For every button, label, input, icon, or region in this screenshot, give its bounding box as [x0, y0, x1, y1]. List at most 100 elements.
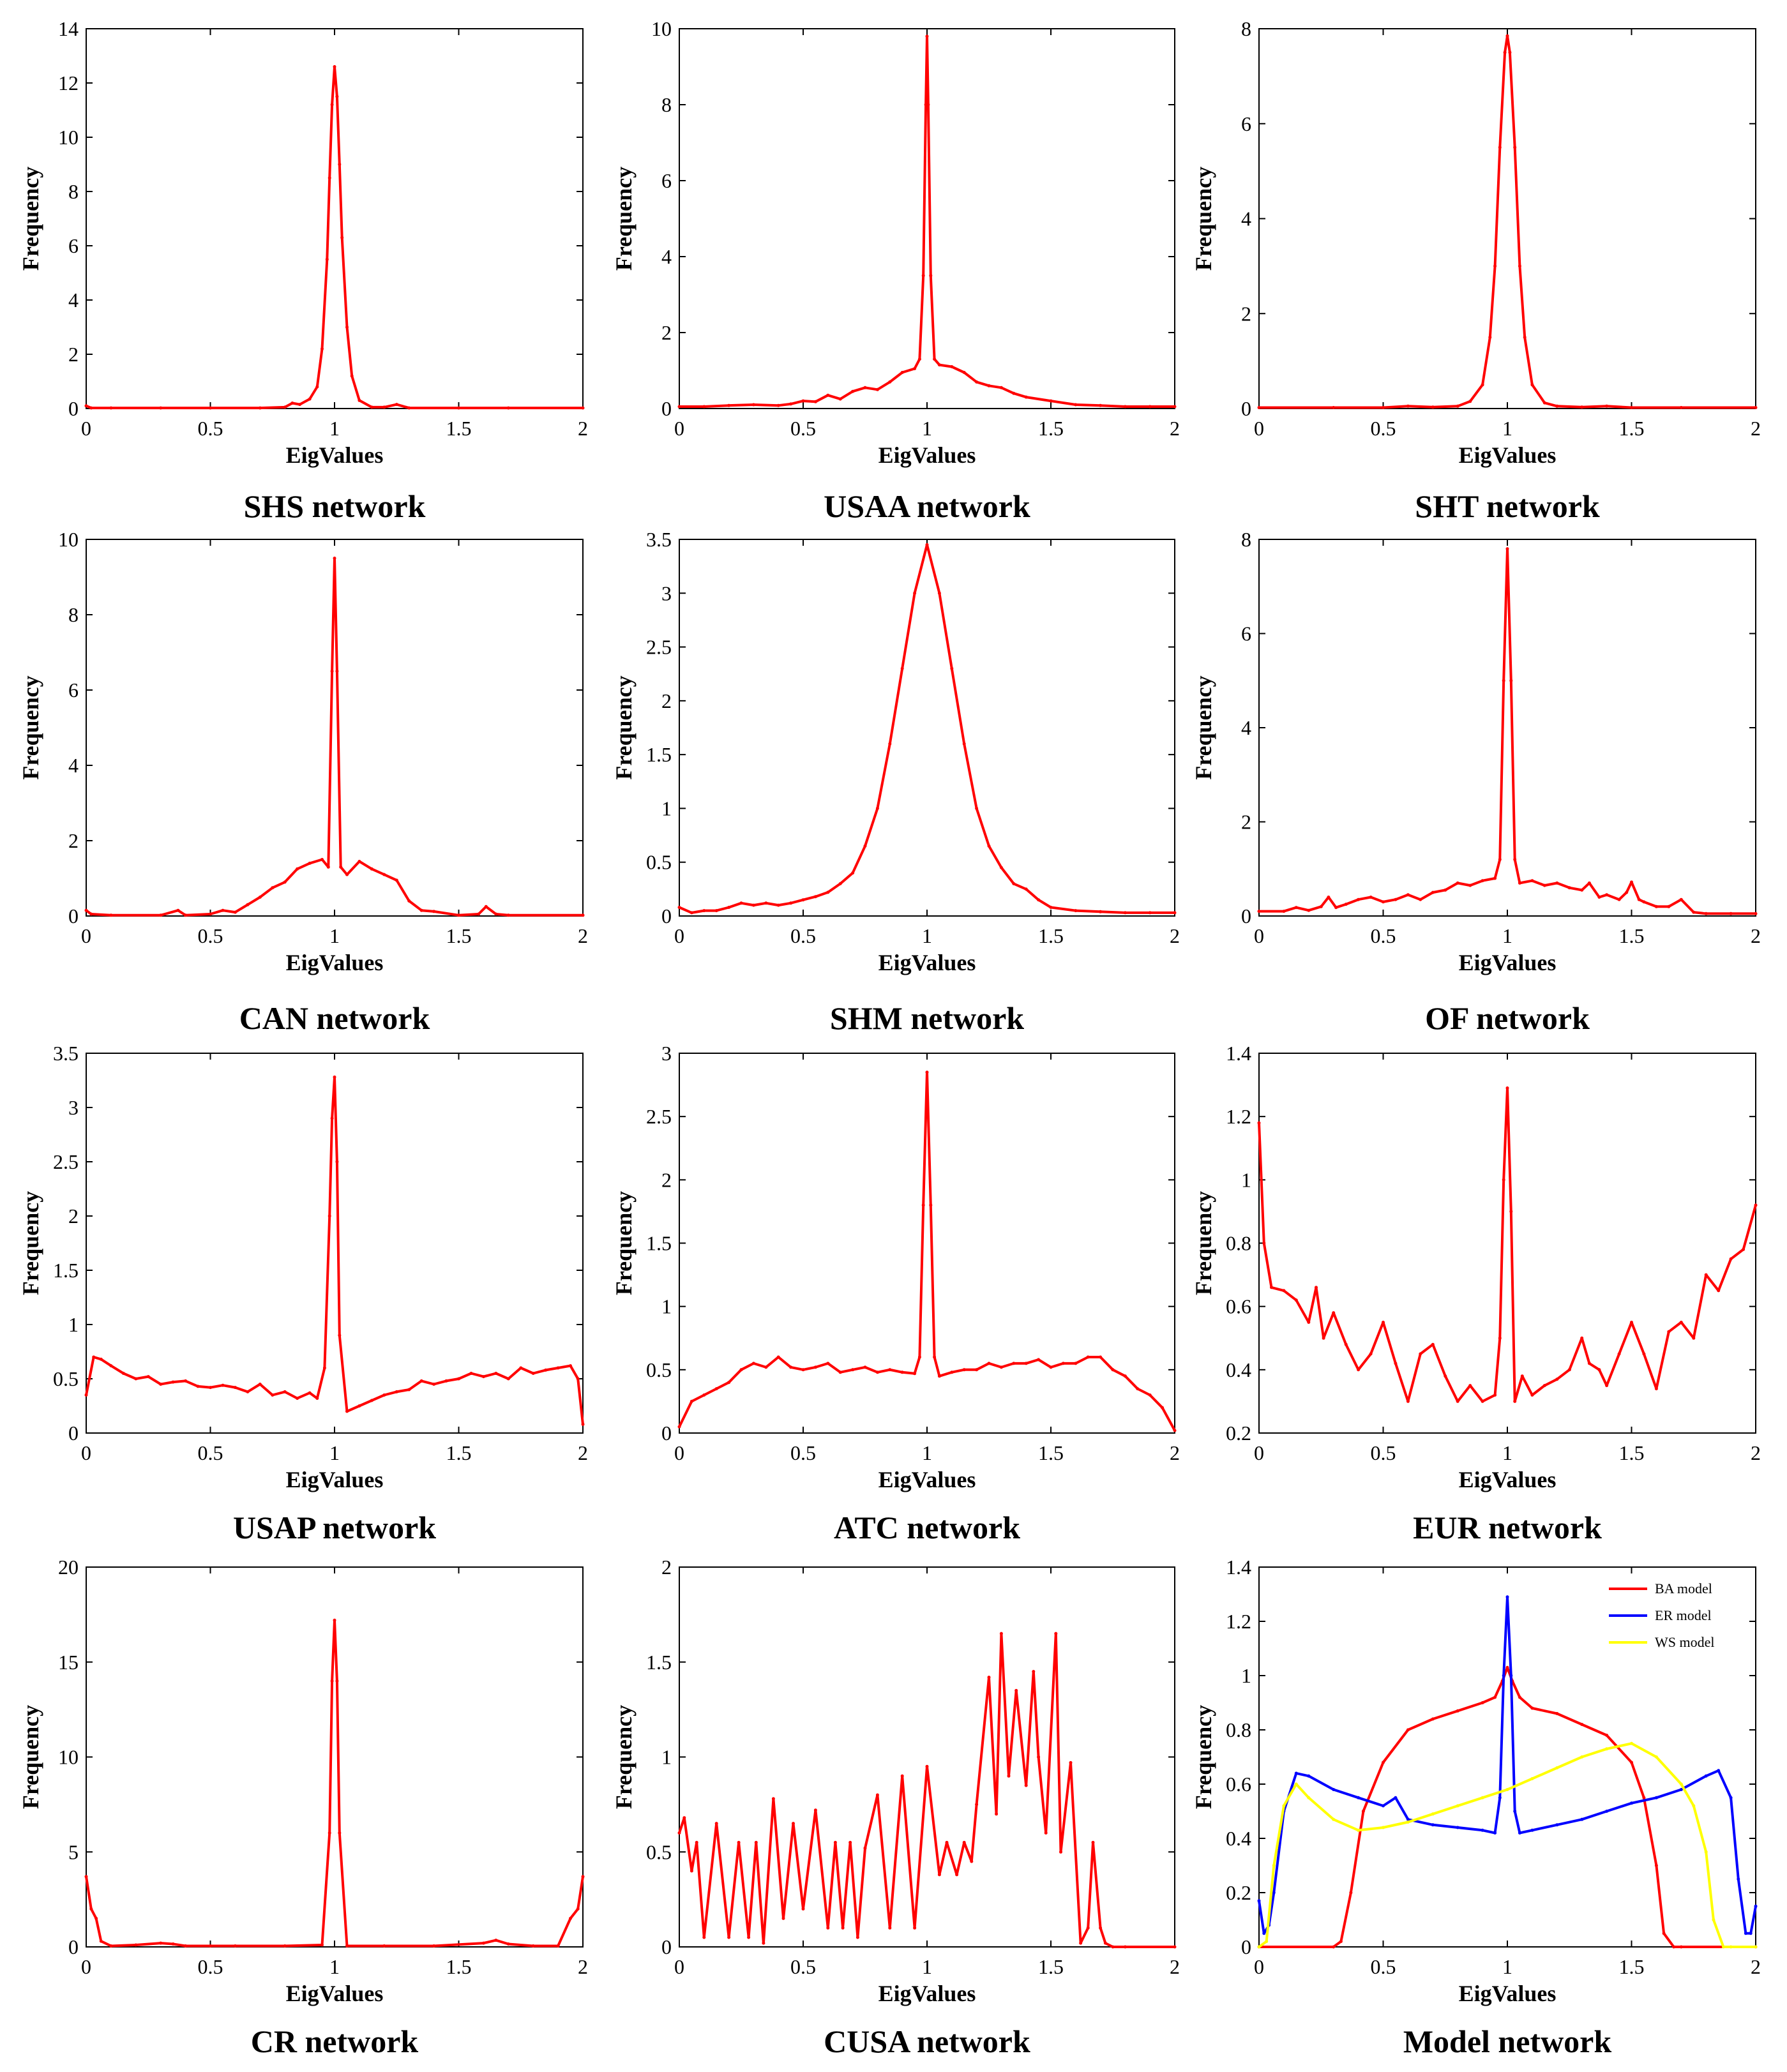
sht-network-series-sht-point	[1555, 404, 1559, 408]
cusa-network-series-cusa-point	[888, 1926, 892, 1930]
eur-network-ylabel: Frequency	[1191, 1191, 1216, 1295]
can-network-series-can-point	[308, 861, 312, 865]
usap-network-panel: 0 0.5 1 1.5 2 0 0.5 1 1.5 2 2.5 3 3.5 EigValues Freque…	[18, 1042, 588, 1545]
model-network-ytick-label: 1.4	[1226, 1556, 1251, 1579]
usap-network-series-usap-point	[506, 1377, 510, 1381]
atc-network-series-atc-point	[1037, 1358, 1041, 1362]
of-network-series-of-point	[1542, 883, 1546, 887]
atc-network-series-atc-point	[801, 1368, 805, 1372]
cr-network-series-cr-point	[209, 1944, 212, 1948]
atc-network-series-atc-line	[678, 1070, 1176, 1432]
atc-network-series-atc-point	[937, 1374, 941, 1378]
can-network-ytick-label: 0	[68, 905, 79, 927]
cusa-network-xtick-label: 0	[674, 1955, 684, 1978]
cr-network-series-cr-point	[338, 1831, 342, 1835]
usaa-network-series-usaa-point	[838, 397, 842, 401]
atc-network-xlabel: EigValues	[878, 1467, 976, 1492]
shm-network-series-shm-point	[776, 903, 780, 907]
shm-network-xtick-label: 0	[674, 924, 684, 947]
usaa-network-series-usaa-point	[924, 103, 928, 107]
can-network-series-can-point	[320, 858, 324, 861]
can-network-series-can-point	[326, 865, 330, 869]
shs-network-series-shs-point	[258, 406, 262, 410]
atc-network-ytick-label: 1.5	[646, 1232, 672, 1255]
model-network-series-ws-model-point	[1282, 1804, 1286, 1808]
usap-network-ylabel: Frequency	[18, 1191, 43, 1295]
shm-network-series-shm-point	[1037, 898, 1041, 902]
atc-network-series-atc-point	[875, 1370, 879, 1374]
shs-network-series-shs-point	[395, 403, 398, 407]
atc-network-series-atc-point	[789, 1365, 793, 1369]
shm-network-series-shm-point	[1049, 906, 1053, 909]
shs-network-ytick-label: 6	[68, 234, 79, 257]
cusa-network-series-cusa-point	[737, 1840, 741, 1844]
of-network-series-of-point	[1642, 900, 1646, 904]
model-network-series-ws-model-point	[1505, 1788, 1509, 1791]
usap-network-series-usap-point	[134, 1377, 138, 1381]
shm-network-series-shm-point	[851, 871, 855, 875]
model-network-series-er-model-point	[1717, 1769, 1721, 1773]
usaa-network-series-usaa-point	[1173, 405, 1177, 409]
usaa-network-series-usaa-point	[863, 386, 867, 389]
shs-network-series-shs-point	[330, 103, 334, 107]
atc-network-ytick-label: 1	[661, 1295, 672, 1318]
cr-network-series-cr-point	[481, 1941, 485, 1945]
usap-network-series-usap-point	[469, 1372, 473, 1375]
usap-network-series-usap-point	[196, 1385, 200, 1388]
can-network-series-can-point	[296, 867, 299, 871]
eur-network-series-eur-point	[1344, 1342, 1348, 1346]
sht-network-series-sht-point	[1406, 404, 1410, 408]
shm-network-xtick-label: 1	[922, 924, 932, 947]
of-network-series-of-point	[1468, 883, 1472, 887]
cusa-network-series-cusa-point	[826, 1926, 830, 1930]
usaa-network-series-usaa-point	[1049, 399, 1053, 403]
cr-network-ytick-label: 10	[58, 1746, 79, 1769]
shs-network-series-shs-point	[581, 406, 585, 410]
can-network-series-can-point	[345, 873, 349, 876]
atc-network-title: ATC network	[834, 1510, 1020, 1545]
usap-network-series-usap-point	[556, 1366, 560, 1370]
model-network-series-er-model-point	[1518, 1831, 1521, 1835]
model-network-series-ba-model-point	[1382, 1760, 1385, 1764]
usaa-network-series-usaa-point	[937, 363, 941, 367]
cusa-network-ytick-label: 1	[661, 1746, 672, 1769]
usap-network-series-usap-point	[544, 1368, 548, 1372]
cusa-network-title: CUSA network	[824, 2023, 1030, 2059]
cusa-network-series-cusa-point	[762, 1941, 765, 1945]
of-network-title: OF network	[1425, 1000, 1590, 1036]
model-network-series-ws-model-line	[1258, 1742, 1757, 1948]
cusa-network-series-cusa-point	[1079, 1941, 1083, 1945]
shm-network-series-shm-point	[875, 806, 879, 810]
of-network-series-of-point	[1729, 912, 1733, 915]
can-network-series-can-point	[358, 860, 361, 863]
cusa-network-series-cusa-point	[771, 1797, 775, 1801]
usap-network-series-usap-point	[258, 1383, 262, 1386]
of-network-xtick-label: 0.5	[1371, 924, 1396, 947]
eur-network-series-eur-point	[1382, 1321, 1385, 1324]
cusa-network-series-cusa-point	[702, 1935, 706, 1939]
usap-network-series-usap-point	[407, 1388, 411, 1392]
usaa-network-series-usaa-point	[875, 387, 879, 391]
cr-network-series-cr-point	[556, 1944, 560, 1948]
atc-network-ytick-label: 3	[661, 1042, 672, 1065]
cusa-network-series-cusa-point	[841, 1926, 845, 1930]
atc-network-series-atc-point	[1049, 1365, 1053, 1369]
cr-network-title: CR network	[251, 2023, 419, 2059]
can-network-xtick-label: 1.5	[446, 924, 472, 947]
model-network-series-er-model-point	[1605, 1810, 1609, 1813]
shm-network-series-shm-point	[863, 844, 867, 848]
eur-network-series-eur-point	[1717, 1289, 1721, 1293]
model-network-series-er-model-point	[1272, 1891, 1276, 1895]
sht-network-ytick-label: 8	[1241, 17, 1251, 40]
cusa-network-series-cusa-point	[945, 1840, 949, 1844]
shs-network-panel: 0 0.5 1 1.5 2 0 2 4 6 8 10 12 14 EigValues Frequency SH…	[18, 17, 588, 524]
shm-network-series-shm-point	[1012, 882, 1016, 885]
usaa-network-series-usaa-point	[900, 371, 904, 374]
cusa-network-series-cusa-point	[875, 1793, 879, 1797]
eur-network-ytick-label: 1	[1241, 1168, 1251, 1191]
model-network-series-ba-model-point	[1580, 1723, 1584, 1726]
usap-network-series-usap-point	[531, 1372, 535, 1375]
cr-network-series-cr-point	[506, 1942, 510, 1946]
model-network-series-ba-model-point	[1339, 1940, 1343, 1943]
